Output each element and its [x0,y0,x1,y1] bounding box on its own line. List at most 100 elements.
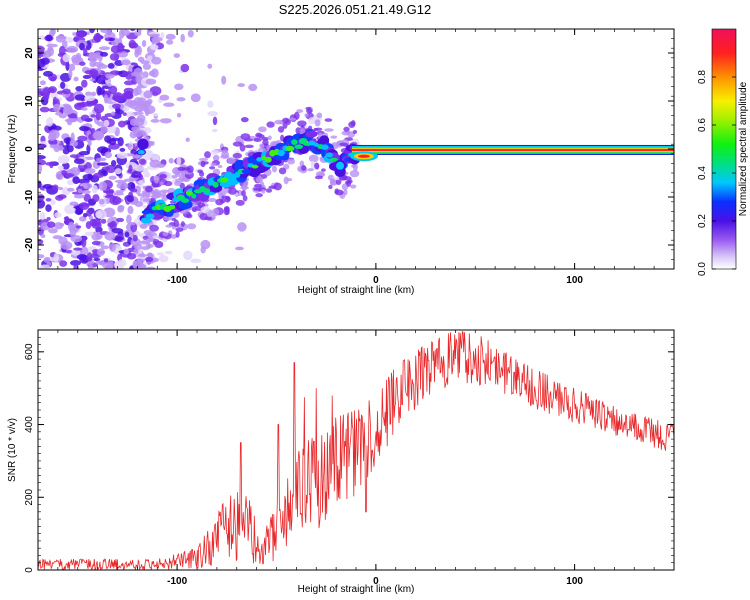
scatter-blob [244,144,254,149]
noise-blob [57,165,64,171]
noise-blob [79,254,89,264]
noise-blob [91,218,101,227]
scatter-blob [209,166,216,170]
scatter-blob [142,197,152,202]
y-tick-label: 20 [24,47,35,59]
scatter-blob [277,126,285,133]
snr-panel: -100 0 100 0 200 400 600 Height of straight li… [7,329,675,595]
noise-blob [99,77,109,81]
noise-blob [82,74,92,80]
x-tick-label: 100 [566,275,583,286]
noise-blob [73,247,83,251]
noise-blob [156,252,165,256]
scatter-blob [153,175,160,184]
noise-blob [111,228,124,234]
scatter-blob [159,174,167,179]
scatter-blob [254,183,262,188]
noise-blob [100,125,108,134]
noise-blob [185,137,190,142]
scatter-blob [266,121,275,128]
noise-blob [183,250,193,261]
noise-blob [133,260,144,268]
snr-ylabel: SNR (10 * v/v) [7,418,18,482]
scatter-blob [174,181,182,186]
noise-blob [85,91,93,97]
noise-blob [122,92,130,100]
noise-blob [134,243,142,251]
noise-blob [130,62,136,66]
noise-blob [57,155,70,164]
noise-blob [80,246,89,256]
noise-blob [91,240,101,246]
noise-blob [237,222,247,232]
scatter-blob [278,167,287,175]
scatter-blob [136,114,146,123]
noise-blob [82,213,88,218]
noise-blob [72,32,77,36]
noise-blob [126,99,135,104]
noise-blob [135,86,142,96]
noise-blob [173,53,181,58]
noise-blob [92,52,103,59]
noise-blob [96,85,102,96]
noise-blob [77,102,86,107]
noise-blob [92,160,101,169]
scatter-blob [316,112,323,119]
noise-blob [131,126,141,132]
noise-blob [108,85,118,95]
scatter-blob [138,158,146,165]
scatter-blob [223,207,230,216]
noise-blob [39,264,51,269]
scatter-blob [352,129,358,134]
noise-blob [95,260,105,265]
scatter-blob [324,118,333,122]
scatter-blob [352,163,358,172]
chart-title: S225.2026.051.21.49.G12 [279,2,432,17]
scatter-blob [134,164,145,172]
noise-blob [96,162,109,166]
scatter-blob [152,191,163,199]
noise-blob [71,249,81,256]
noise-blob [64,204,76,215]
x-tick-label: 100 [566,576,583,587]
noise-blob [62,106,74,115]
noise-blob [240,116,249,123]
noise-blob [39,80,46,86]
noise-blob [38,58,46,68]
noise-blob [38,155,46,160]
noise-blob [180,33,185,43]
noise-blob [78,150,90,156]
noise-blob [70,132,75,143]
noise-blob [40,233,46,239]
scatter-blob [200,206,210,213]
noise-blob [42,183,53,190]
noise-blob [121,29,131,36]
noise-blob [84,231,94,237]
noise-blob [60,81,66,89]
colorbar-tick-label: 0.0 [697,262,708,276]
noise-blob [152,112,159,117]
noise-blob [137,253,147,258]
y-tick-label: 10 [24,95,35,107]
scatter-blob [133,130,143,138]
scatter-blob [227,157,236,165]
noise-blob [100,218,107,224]
noise-blob [111,111,116,116]
noise-blob [123,80,135,86]
scatter-blob [186,223,197,230]
colorbar-ticks: 0.0 0.2 0.4 0.6 0.8 [697,70,736,276]
noise-blob [79,61,86,66]
noise-blob [111,95,124,101]
noise-blob [96,248,106,257]
noise-blob [81,237,87,248]
noise-blob [116,181,129,190]
noise-blob [42,87,51,98]
noise-blob [38,35,46,41]
noise-blob [160,32,165,39]
noise-blob [87,264,94,269]
noise-blob [73,194,85,199]
y-tick-label: -10 [24,189,35,204]
scatter-blob [305,106,312,111]
noise-blob [126,214,132,225]
noise-blob [124,231,130,238]
